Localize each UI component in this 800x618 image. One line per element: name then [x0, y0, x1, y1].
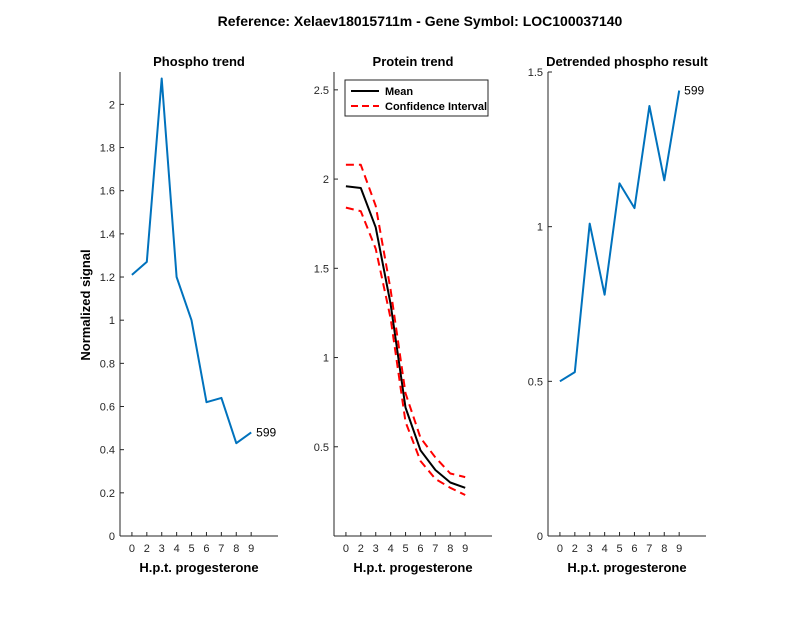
phospho-trend-y-tick-label: 1.4 — [100, 229, 115, 241]
detrended-phospho-xlabel: H.p.t. progesterone — [567, 560, 686, 575]
phospho-trend-y-tick-label: 2 — [109, 99, 115, 111]
detrended-phospho-panel: Detrended phospho result H.p.t. progeste… — [528, 54, 709, 575]
protein-trend-x-tick-label: 6 — [417, 543, 423, 555]
phospho-trend-y-tick-label: 0 — [109, 531, 115, 543]
phospho-trend-x-tick-label: 6 — [203, 543, 209, 555]
detrended-phospho-x-tick-label: 4 — [602, 543, 608, 555]
protein-trend-series-0-line — [345, 185, 466, 489]
phospho-trend-x-tick-label: 4 — [174, 543, 180, 555]
detrended-phospho-x-tick-label: 5 — [616, 543, 622, 555]
protein-trend-x-tick-label: 7 — [432, 543, 438, 555]
detrended-phospho-x-tick-label: 7 — [646, 543, 652, 555]
protein-trend-legend-box — [344, 79, 489, 117]
detrended-phospho-end-label: 599 — [684, 84, 704, 98]
protein-trend-x-tick-label: 2 — [358, 543, 364, 555]
detrended-phospho-title: Detrended phospho result — [546, 54, 708, 69]
protein-trend-x-tick-label: 4 — [388, 543, 394, 555]
phospho-trend-y-tick-label: 1 — [109, 315, 115, 327]
protein-trend-panel: Protein trend H.p.t. progesterone 0.5 1 1.… — [314, 54, 492, 575]
phospho-trend-xlabel: H.p.t. progesterone — [139, 560, 258, 575]
phospho-trend-x-tick-label: 8 — [233, 543, 239, 555]
phospho-trend-y-tick-label: 0.4 — [100, 445, 115, 457]
protein-trend-legend-label: Confidence Interval — [385, 101, 487, 113]
phospho-trend-y-tick-label: 0.2 — [100, 488, 115, 500]
protein-trend-x-tick-label: 3 — [373, 543, 379, 555]
phospho-trend-y-tick-label: 1.8 — [100, 143, 115, 155]
phospho-trend-x-tick-label: 9 — [248, 543, 254, 555]
detrended-phospho-y-tick-label: 0.5 — [528, 376, 543, 388]
phospho-trend-x-tick-label: 0 — [129, 543, 135, 555]
phospho-trend-x-tick-label: 5 — [188, 543, 194, 555]
protein-trend-xlabel: H.p.t. progesterone — [353, 560, 472, 575]
detrended-phospho-y-tick-label: 1.5 — [528, 67, 543, 79]
phospho-trend-y-tick-label: 1.2 — [100, 272, 115, 284]
figure-title: Reference: Xelaev18015711m - Gene Symbol… — [218, 13, 623, 29]
detrended-phospho-y-tick-label: 1 — [537, 222, 543, 234]
detrended-phospho-x-tick-label: 2 — [572, 543, 578, 555]
phospho-trend-panel: Phospho trend H.p.t. progesterone Normal… — [78, 54, 278, 575]
phospho-trend-y-tick-label: 0.6 — [100, 402, 115, 414]
protein-trend-y-tick-label: 1.5 — [314, 263, 329, 275]
phospho-trend-end-label: 599 — [256, 425, 276, 439]
detrended-phospho-x-tick-label: 9 — [676, 543, 682, 555]
detrended-phospho-x-tick-label: 8 — [661, 543, 667, 555]
phospho-trend-title: Phospho trend — [153, 54, 245, 69]
protein-trend-x-tick-label: 0 — [343, 543, 349, 555]
phospho-trend-y-tick-label: 0.8 — [100, 358, 115, 370]
phospho-trend-ylabel: Normalized signal — [78, 249, 93, 360]
protein-trend-x-tick-label: 5 — [402, 543, 408, 555]
detrended-phospho-x-tick-label: 6 — [631, 543, 637, 555]
detrended-phospho-series-0-line — [559, 90, 681, 383]
protein-trend-y-tick-label: 2.5 — [314, 85, 329, 97]
phospho-trend-x-tick-label: 2 — [144, 543, 150, 555]
phospho-trend-series-0-line — [131, 77, 252, 445]
phospho-trend-x-tick-label: 7 — [218, 543, 224, 555]
protein-trend-y-tick-label: 1 — [323, 353, 329, 365]
phospho-trend-y-tick-label: 1.6 — [100, 186, 115, 198]
protein-trend-series-2-line — [345, 206, 466, 496]
protein-trend-x-tick-label: 8 — [447, 543, 453, 555]
protein-trend-legend-label: Mean — [385, 86, 413, 98]
phospho-trend-x-tick-label: 3 — [159, 543, 165, 555]
protein-trend-y-tick-label: 0.5 — [314, 442, 329, 454]
detrended-phospho-x-tick-label: 3 — [587, 543, 593, 555]
detrended-phospho-y-tick-label: 0 — [537, 531, 543, 543]
detrended-phospho-x-tick-label: 0 — [557, 543, 563, 555]
protein-trend-y-tick-label: 2 — [323, 174, 329, 186]
protein-trend-x-tick-label: 9 — [462, 543, 468, 555]
protein-trend-series-1-line — [345, 163, 466, 479]
protein-trend-title: Protein trend — [373, 54, 454, 69]
